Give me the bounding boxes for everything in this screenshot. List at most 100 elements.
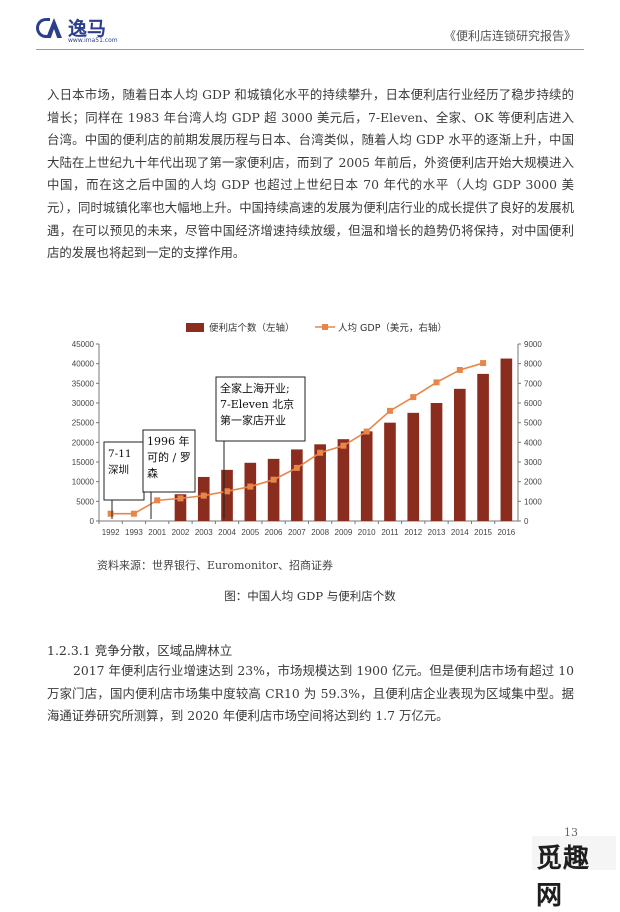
bar-store-count [244,462,257,521]
bar-store-count [453,388,466,521]
x-tick-label: 2005 [241,528,259,537]
bar-store-count [267,458,280,521]
bar-store-count [337,439,350,521]
gdp-point [386,407,393,414]
annotation-text: 可的 / 罗 [147,450,191,464]
x-tick-label: 2002 [172,528,190,537]
y-right-tick-label: 8000 [524,360,542,369]
watermark-text: 觅趣网 [536,844,591,911]
figure-caption: 图：中国人均 GDP 与便利店个数 [224,589,396,603]
annotation-box [103,441,145,501]
y-right-tick-label: 4000 [524,438,542,447]
bar-store-count [477,373,489,521]
bar-store-count [314,444,326,521]
gdp-point [410,394,417,401]
paragraph-2-text: 2017 年便利店行业增速达到 23%，市场规模达到 1900 亿元。但是便利店… [47,663,574,724]
gdp-point [456,366,463,373]
y-right-tick-label: 9000 [524,340,542,349]
annotation-text: 全家上海开业; [220,381,290,395]
x-tick-label: 2009 [335,528,353,537]
gdp-point [177,495,184,502]
bar-store-count [500,358,513,521]
y-left-tick-label: 15000 [72,458,95,467]
x-tick-label: 2001 [148,528,166,537]
y-left-tick-label: 20000 [72,438,95,447]
legend-label-bar: 便利店个数（左轴） [209,322,295,334]
annotation-text: 深圳 [108,464,129,476]
x-tick-label: 2010 [358,528,376,537]
gdp-point [293,464,300,471]
page-header: 逸马 www.ima51.com 《便利店连锁研究报告》 [0,0,620,52]
x-tick-label: 2016 [497,528,515,537]
y-left-tick-label: 35000 [72,379,95,388]
annotation-text: 第一家店开业 [220,413,286,427]
x-tick-label: 1992 [102,528,120,537]
x-tick-label: 2014 [451,528,469,537]
annotation-text: 森 [147,466,158,480]
bar-store-count [221,469,233,521]
y-right-tick-label: 3000 [524,458,542,467]
y-left-tick-label: 45000 [72,340,95,349]
bar-store-count [384,422,396,521]
x-tick-label: 2007 [288,528,306,537]
x-tick-label: 2006 [265,528,283,537]
x-tick-label: 2011 [381,528,399,537]
y-right-tick-label: 7000 [524,379,542,388]
annotation-box [215,376,306,442]
annotation-text: 7-11 [108,448,132,460]
logo-url: www.ima51.com [68,37,118,44]
logo-text: 逸马 [68,18,107,40]
y-left-tick-label: 0 [90,517,95,526]
legend-swatch-bar [186,323,204,332]
gdp-point [317,449,324,456]
x-tick-label: 2012 [404,528,422,537]
y-left-tick-label: 25000 [72,419,95,428]
y-left-tick-label: 10000 [72,478,95,487]
bar-store-count [197,476,210,521]
legend-swatch-marker [322,324,328,330]
report-title: 《便利店连锁研究报告》 [443,29,576,43]
x-tick-label: 2003 [195,528,213,537]
paragraph-2: 2017 年便利店行业增速达到 23%，市场规模达到 1900 亿元。但是便利店… [47,660,574,728]
x-tick-label: 2013 [428,528,446,537]
gdp-point [363,428,370,435]
chart-svg: 0500010000150002000025000300003500040000… [72,322,543,537]
x-tick-label: 2004 [218,528,236,537]
gdp-point [270,476,277,483]
y-right-tick-label: 1000 [524,497,542,506]
gdp-point [154,497,161,504]
y-right-tick-label: 5000 [524,419,542,428]
section-heading: 1.2.3.1 竞争分散，区域品牌林立 [47,643,233,658]
paragraph-1: 入日本市场，随着日本人均 GDP 和城镇化水平的持续攀升，日本便利店行业经历了稳… [47,87,574,261]
gdp-point [340,442,347,449]
gdp-point [433,379,440,386]
page-number: 13 [564,826,578,839]
y-right-tick-label: 0 [524,517,529,526]
logo: 逸马 www.ima51.com [36,18,118,44]
bar-store-count [174,494,187,521]
annotation-text: 1996 年 [147,434,190,448]
bar-store-count [407,412,420,521]
annotation-text: 7-Eleven 北京 [220,397,294,411]
gdp-point [480,360,487,367]
gdp-point [224,488,231,495]
y-left-tick-label: 5000 [76,497,94,506]
y-left-tick-label: 40000 [72,360,95,369]
chart: 0 5000 10000 15000 20000 25000 30000 35000 40000… [59,318,566,580]
x-tick-label: 1993 [125,528,143,537]
watermark: 觅趣网 [532,836,616,911]
y-right-tick-label: 6000 [524,399,542,408]
bar-store-count [291,449,303,521]
legend-label-line: 人均 GDP（美元，右轴） [338,322,447,334]
annotation-box [142,429,196,493]
header-divider [36,49,584,50]
gdp-point [247,483,254,490]
bar-store-count [430,403,443,521]
x-tick-label: 2015 [474,528,492,537]
x-tick-label: 2008 [311,528,329,537]
chart-source: 资料来源：世界银行、Euromonitor、招商证券 [97,559,333,572]
bar-store-count [360,431,373,521]
y-right-tick-label: 2000 [524,478,542,487]
gdp-point [130,510,137,517]
y-left-tick-label: 30000 [72,399,95,408]
